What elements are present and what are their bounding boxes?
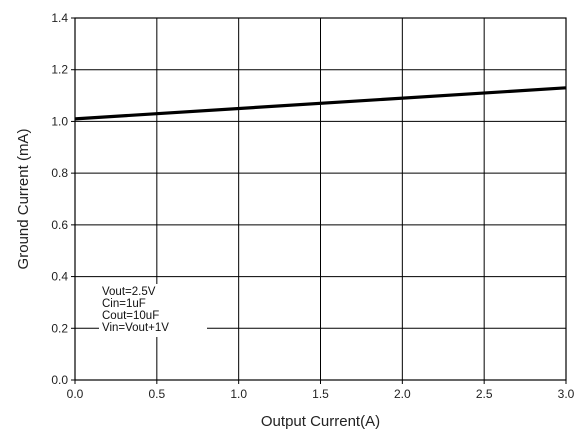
x-tick-label: 2.5: [476, 387, 493, 401]
x-tick-label: 1.5: [312, 387, 329, 401]
annotation-line: Vin=Vout+1V: [102, 322, 169, 334]
y-tick-label: 0.0: [51, 373, 68, 387]
annotation-line: Cin=1uF: [102, 298, 146, 310]
x-axis-label: Output Current(A): [261, 413, 380, 430]
y-tick-label: 0.4: [51, 270, 68, 284]
y-tick-label: 0.6: [51, 218, 68, 232]
y-axis-label: Ground Current (mA): [15, 129, 32, 270]
tick-marks: [71, 17, 567, 384]
annotation-line: Vout=2.5V: [102, 286, 156, 298]
x-tick-label: 0.5: [148, 387, 165, 401]
x-tick-label: 2.0: [394, 387, 411, 401]
series-group: [74, 86, 567, 121]
y-tick-label: 1.2: [51, 63, 68, 77]
annotation-background: [99, 284, 207, 337]
x-tick-label: 0.0: [67, 387, 84, 401]
y-tick-label: 1.4: [51, 11, 68, 25]
series-line: [74, 86, 567, 121]
annotation-line: Cout=10uF: [102, 310, 159, 322]
y-tick-label: 0.8: [51, 166, 68, 180]
x-tick-labels: 0.0 0.5 1.0 1.5 2.0 2.5 3.0: [67, 387, 575, 401]
x-tick-label: 3.0: [558, 387, 575, 401]
y-tick-labels: 0.0 0.2 0.4 0.6 0.8 1.0 1.2 1.4: [51, 11, 68, 387]
x-tick-label: 1.0: [230, 387, 247, 401]
y-tick-label: 0.2: [51, 321, 68, 335]
y-tick-label: 1.0: [51, 114, 68, 128]
